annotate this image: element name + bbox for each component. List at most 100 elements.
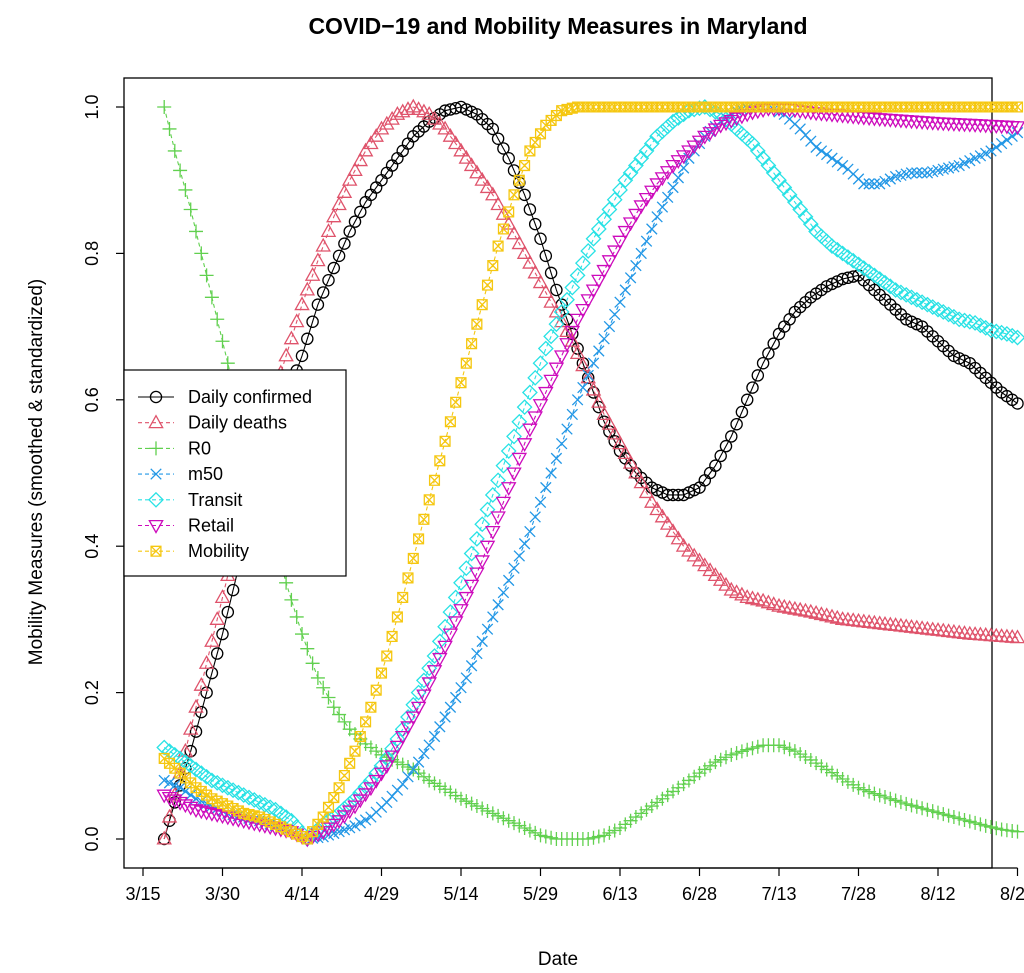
data-point (428, 730, 441, 743)
data-point (765, 164, 782, 181)
legend: Daily confirmed Daily deaths R0 m50 Transit R… (123, 369, 347, 577)
data-point (150, 545, 162, 557)
data-point (214, 589, 231, 603)
data-point (487, 260, 499, 272)
data-point (513, 550, 526, 562)
data-point (479, 501, 496, 518)
data-point (343, 225, 356, 238)
data-point (513, 174, 525, 186)
data-point (651, 211, 663, 223)
data-point (643, 135, 660, 152)
legend-box (123, 369, 347, 577)
series-r0 (157, 100, 1024, 846)
data-point (471, 647, 483, 660)
data-point (522, 423, 538, 438)
data-point (972, 317, 989, 334)
data-point (985, 145, 997, 157)
data-point (529, 511, 541, 523)
data-point (278, 347, 294, 362)
data-point (402, 572, 414, 584)
data-point (500, 443, 517, 459)
x-tick-label: 8/12 (920, 884, 955, 904)
data-point (455, 377, 467, 389)
data-point (916, 167, 928, 179)
data-point (516, 245, 533, 259)
legend-label: m50 (188, 464, 223, 484)
data-point (407, 763, 420, 776)
data-point (365, 701, 377, 713)
data-point (606, 191, 623, 208)
data-point (301, 332, 314, 346)
data-point (386, 630, 398, 643)
data-point (226, 583, 240, 597)
data-point (157, 832, 171, 846)
data-point (205, 666, 219, 680)
data-point (622, 164, 639, 181)
data-point (553, 350, 570, 365)
data-point (379, 760, 395, 775)
data-point (810, 141, 822, 153)
data-point (1011, 101, 1024, 113)
series-daily-confirmed (157, 100, 1024, 846)
legend-label: Retail (188, 516, 234, 536)
x-tick-label: 6/13 (602, 884, 637, 904)
data-point (310, 670, 325, 685)
data-point (444, 701, 457, 713)
data-point (581, 371, 595, 385)
data-point (654, 123, 671, 140)
data-point (534, 496, 547, 508)
data-point (792, 201, 809, 218)
data-point (670, 110, 687, 126)
data-point (908, 291, 925, 308)
data-point (511, 413, 528, 430)
data-point (691, 552, 708, 567)
data-point (295, 627, 309, 642)
data-point (368, 127, 384, 142)
data-point (564, 279, 581, 296)
data-point (575, 303, 591, 318)
data-point (397, 591, 409, 603)
data-point (820, 148, 833, 161)
data-point (156, 830, 172, 845)
data-point (935, 304, 952, 320)
data-point (739, 130, 756, 147)
data-point (357, 788, 374, 803)
series-line (163, 106, 1018, 840)
data-point (332, 707, 347, 722)
data-point (460, 672, 473, 684)
data-point (157, 100, 172, 114)
data-point (543, 328, 560, 345)
data-point (209, 774, 226, 791)
data-point (548, 362, 565, 377)
data-point (246, 792, 263, 808)
data-point (990, 141, 1003, 153)
data-point (220, 356, 235, 371)
data-point (426, 110, 443, 125)
data-point (545, 467, 557, 479)
data-point (527, 411, 543, 426)
data-point (474, 516, 491, 533)
data-point (826, 152, 838, 164)
data-point (184, 789, 197, 801)
data-point (360, 716, 372, 728)
data-point (792, 601, 808, 616)
data-point (354, 817, 367, 829)
data-point (697, 557, 713, 572)
data-point (198, 806, 215, 821)
data-point (490, 196, 506, 211)
data-point (649, 178, 665, 193)
data-point (349, 745, 361, 757)
data-point (555, 438, 568, 450)
data-point (539, 249, 553, 263)
y-tick-label: 0.6 (82, 387, 102, 412)
data-point (815, 145, 828, 157)
data-point (337, 714, 352, 729)
data-point (940, 306, 957, 323)
data-point (148, 491, 164, 508)
data-point (598, 333, 610, 345)
data-point (426, 665, 443, 679)
legend-label: Daily confirmed (188, 387, 312, 407)
data-point (289, 609, 304, 624)
data-point (363, 782, 379, 797)
data-point (437, 640, 453, 655)
